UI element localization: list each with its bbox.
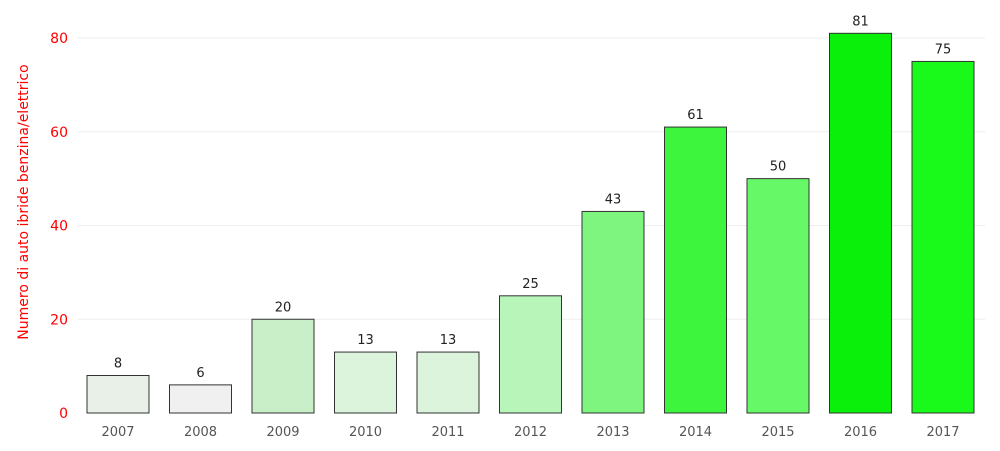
bar bbox=[829, 32, 892, 414]
y-axis-ticks: 0 20 40 60 80 bbox=[50, 31, 68, 422]
data-label: 25 bbox=[522, 277, 539, 292]
bar bbox=[86, 375, 150, 414]
x-tick-label: 2013 bbox=[596, 425, 629, 440]
bars bbox=[86, 32, 975, 414]
x-axis-ticks: 2007 2008 2009 2010 2011 2012 2013 2014 2015 2016… bbox=[101, 425, 959, 440]
data-label: 61 bbox=[687, 108, 704, 123]
data-label: 81 bbox=[852, 14, 869, 29]
y-tick-label: 40 bbox=[50, 219, 68, 235]
data-label: 6 bbox=[196, 366, 204, 381]
x-tick-label: 2009 bbox=[266, 425, 299, 440]
y-tick-label: 20 bbox=[50, 312, 68, 328]
bar bbox=[499, 295, 562, 414]
bar bbox=[334, 351, 397, 414]
y-tick-label: 0 bbox=[59, 406, 68, 422]
bar bbox=[169, 384, 232, 414]
y-axis-label: Numero di auto ibride benzina/elettrico bbox=[16, 64, 32, 339]
x-tick-label: 2007 bbox=[101, 425, 134, 440]
bar bbox=[664, 126, 727, 414]
data-label: 13 bbox=[357, 333, 374, 348]
bar bbox=[746, 178, 810, 414]
y-tick-label: 80 bbox=[50, 31, 68, 47]
data-label: 75 bbox=[935, 42, 952, 57]
x-tick-label: 2015 bbox=[761, 425, 794, 440]
data-label: 43 bbox=[605, 192, 622, 207]
data-label: 13 bbox=[440, 333, 457, 348]
data-label: 50 bbox=[770, 160, 787, 175]
data-label: 20 bbox=[275, 300, 292, 315]
data-labels: 8 6 20 13 13 25 43 61 50 81 75 bbox=[114, 14, 951, 381]
bar bbox=[581, 210, 645, 414]
x-tick-label: 2008 bbox=[184, 425, 217, 440]
x-tick-label: 2017 bbox=[926, 425, 959, 440]
y-tick-label: 60 bbox=[50, 125, 68, 141]
x-tick-label: 2010 bbox=[349, 425, 382, 440]
x-tick-label: 2012 bbox=[514, 425, 547, 440]
bar bbox=[251, 318, 315, 414]
bar bbox=[911, 60, 975, 414]
bar bbox=[416, 351, 480, 414]
x-tick-label: 2016 bbox=[844, 425, 877, 440]
x-tick-label: 2011 bbox=[431, 425, 464, 440]
data-label: 8 bbox=[114, 357, 122, 372]
x-tick-label: 2014 bbox=[679, 425, 712, 440]
